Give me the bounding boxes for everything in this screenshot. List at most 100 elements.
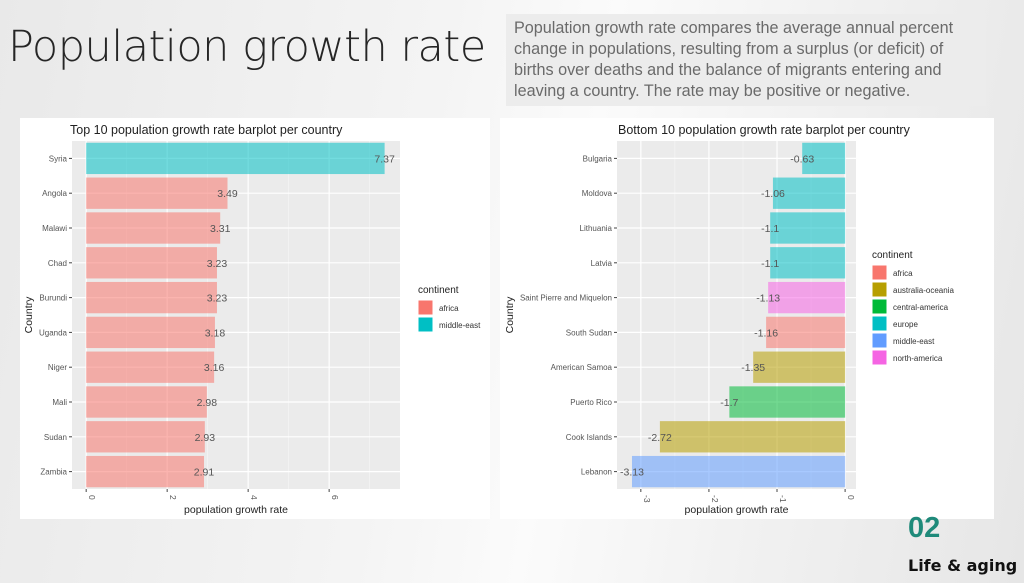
data-label: 2.91 [194,467,215,479]
data-label: -0.63 [790,153,814,165]
legend-label: africa [893,269,913,278]
top10-chart-panel: Top 10 population growth rate barplot pe… [20,118,490,519]
legend-title: continent [872,250,913,261]
data-label: 3.23 [207,258,228,270]
data-label: 2.93 [195,432,216,444]
top10-chart: Top 10 population growth rate barplot pe… [23,123,481,516]
y-tick-label: Syria [49,154,68,163]
legend-swatch-africa [871,264,888,281]
bar-chad [86,247,217,279]
data-label: 7.37 [374,153,395,165]
data-label: -1.1 [761,258,779,270]
data-label: -2.72 [648,432,672,444]
x-tick-label: 4 [249,495,259,500]
x-tick-label: 0 [87,495,97,500]
bar-lebanon [631,455,846,488]
slide-title: Population growth rate [8,22,486,72]
bottom10-chart-panel: Bottom 10 population growth rate barplot… [500,118,994,519]
y-tick-label: Bulgaria [583,154,613,163]
bar-niger [86,351,215,383]
bar-malawi [86,212,221,244]
data-label: 3.16 [204,362,225,374]
bar-lithuania [770,212,846,244]
x-tick-label: 6 [330,495,340,500]
legend-label: central-america [893,303,949,312]
bar-sudan [86,421,205,453]
legend-label: australia-oceania [893,286,954,295]
x-axis-label: population growth rate [685,504,789,516]
x-tick-label: 0 [846,495,856,500]
data-label: 3.49 [217,188,238,200]
section-label: Life & aging [908,556,1018,575]
x-tick-label: 2 [168,495,178,500]
data-label: 3.31 [210,223,231,235]
y-tick-label: Malawi [42,224,67,233]
bar-saint-pierre-and-miquelon [768,281,846,314]
bar-latvia [770,247,846,279]
y-tick-label: South Sudan [566,328,612,337]
legend-label: north-america [893,354,943,363]
bar-uganda [86,316,215,349]
description-box: Population growth rate compares the aver… [506,14,986,106]
legend-label: europe [893,320,918,329]
y-tick-label: Chad [48,259,67,268]
y-tick-label: Sudan [44,433,67,442]
data-label: 3.18 [205,327,226,339]
bar-cook-islands [659,421,846,453]
legend-swatch-europe [871,315,888,332]
y-tick-label: Burundi [39,294,67,303]
bar-south-sudan [766,316,846,349]
y-tick-label: Niger [48,363,67,372]
data-label: -1.1 [761,223,779,235]
y-tick-label: Latvia [591,259,613,268]
x-tick-label: -3 [642,495,652,503]
bar-syria [86,142,385,175]
bottom10-chart: Bottom 10 population growth rate barplot… [504,123,954,516]
data-label: 3.23 [207,293,228,305]
y-tick-label: American Samoa [551,363,613,372]
bar-american-samoa [753,351,846,383]
bar-puerto-rico [729,386,846,418]
bar-bulgaria [802,142,846,175]
y-tick-label: Saint Pierre and Miquelon [520,294,612,303]
bar-burundi [86,281,217,314]
data-label: 2.98 [197,397,218,409]
data-label: -1.16 [754,327,778,339]
legend-swatch-central-america [871,298,888,315]
legend-swatch-middle-east [417,316,434,333]
bar-angola [86,177,228,209]
x-tick-label: -1 [778,495,788,503]
y-tick-label: Uganda [39,328,68,337]
y-tick-label: Cook Islands [566,433,612,442]
legend-title: continent [418,285,459,296]
legend-swatch-north-america [871,349,888,366]
y-tick-label: Moldova [582,189,613,198]
legend-swatch-middle-east [871,332,888,349]
bar-mali [86,386,207,418]
section-number: 02 [908,512,941,544]
legend-label: africa [439,304,459,313]
data-label: -1.7 [720,397,738,409]
bar-moldova [772,177,846,209]
bar-zambia [86,455,205,488]
legend-swatch-africa [417,299,434,316]
y-axis-label: Country [504,296,516,334]
y-tick-label: Puerto Rico [570,398,612,407]
y-tick-label: Mali [52,398,67,407]
legend-label: middle-east [893,337,935,346]
y-tick-label: Angola [42,189,67,198]
chart-title: Top 10 population growth rate barplot pe… [70,123,343,137]
y-tick-label: Zambia [40,468,67,477]
data-label: -3.13 [620,467,644,479]
data-label: -1.13 [756,293,780,305]
legend-label: middle-east [439,321,481,330]
x-tick-label: -2 [710,495,720,503]
legend-swatch-australia-oceania [871,281,888,298]
y-axis-label: Country [23,296,35,334]
chart-title: Bottom 10 population growth rate barplot… [618,123,911,137]
data-label: -1.06 [761,188,785,200]
y-tick-label: Lithuania [580,224,613,233]
y-tick-label: Lebanon [581,468,612,477]
data-label: -1.35 [741,362,765,374]
x-axis-label: population growth rate [184,504,288,516]
